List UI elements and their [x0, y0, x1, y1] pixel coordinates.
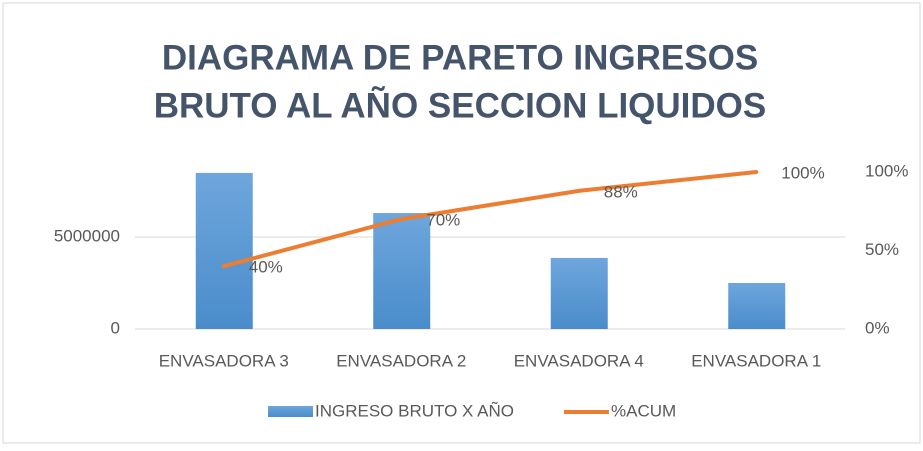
- y-tick-label: 5000000: [54, 226, 120, 245]
- bar: [195, 172, 253, 329]
- data-label: 100%: [781, 163, 824, 182]
- y-tick-label: 0: [111, 318, 120, 337]
- chart-title: BRUTO AL AÑO SECCION LIQUIDOS: [154, 86, 767, 125]
- legend-label: %ACUM: [611, 401, 676, 420]
- x-tick-label: ENVASADORA 2: [336, 351, 466, 370]
- chart-border: [2, 2, 921, 444]
- legend-label: INGRESO BRUTO X AÑO: [315, 401, 514, 420]
- x-tick-label: ENVASADORA 3: [159, 351, 289, 370]
- bar: [550, 257, 608, 329]
- line: [221, 170, 759, 269]
- chart-title: DIAGRAMA DE PARETO INGRESOS: [162, 38, 758, 77]
- data-label: 88%: [604, 182, 638, 201]
- data-label: 40%: [249, 258, 283, 277]
- y2-tick-label: 50%: [865, 240, 899, 259]
- x-tick-label: ENVASADORA 4: [514, 351, 644, 370]
- bar: [373, 213, 431, 329]
- bar: [728, 282, 786, 329]
- y2-tick-label: 0%: [865, 318, 890, 337]
- data-label: 70%: [426, 211, 460, 230]
- legend-swatch: [268, 406, 313, 417]
- y2-tick-label: 100%: [865, 161, 908, 180]
- x-tick-label: ENVASADORA 1: [691, 351, 821, 370]
